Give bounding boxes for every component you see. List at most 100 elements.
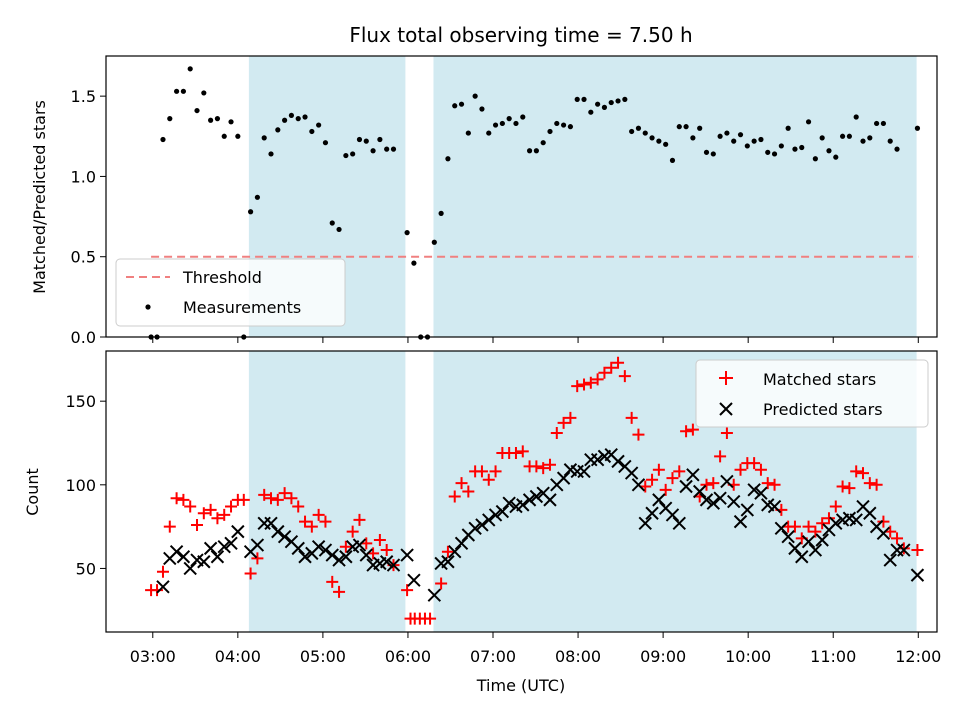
bottom-legend: Matched stars Predicted stars bbox=[695, 359, 929, 428]
matched-star-point bbox=[680, 425, 693, 438]
top-x-ticks bbox=[152, 337, 919, 343]
measurement-point bbox=[261, 135, 267, 141]
matched-star-point bbox=[509, 447, 522, 460]
matched-star-point bbox=[312, 508, 325, 521]
measurement-point bbox=[377, 136, 383, 143]
predicted-star-point bbox=[169, 545, 184, 559]
measurement-point bbox=[690, 135, 696, 141]
predicted-star-point bbox=[740, 503, 755, 517]
measurement-point bbox=[629, 128, 635, 135]
matched-star-point bbox=[809, 525, 822, 538]
predicted-star-point bbox=[210, 550, 225, 564]
matched-star-point bbox=[218, 508, 231, 521]
top-shaded-intervals bbox=[248, 56, 917, 337]
measurement-point bbox=[805, 119, 812, 125]
measurement-point bbox=[839, 133, 846, 139]
measurement-point bbox=[336, 226, 342, 233]
bottom-y-ticks: 50 100 150 bbox=[65, 392, 106, 578]
measurement-point bbox=[275, 127, 281, 133]
predicted-star-point bbox=[407, 573, 421, 587]
measurement-point bbox=[799, 144, 805, 151]
matched-star-point bbox=[163, 520, 176, 533]
predicted-star-point bbox=[318, 543, 333, 557]
measurement-point bbox=[268, 151, 274, 157]
measurement-point bbox=[302, 114, 308, 120]
matched-star-point bbox=[843, 482, 856, 495]
measurement-point bbox=[874, 120, 880, 127]
y-tick-label: 0.5 bbox=[71, 248, 96, 267]
matched-star-point bbox=[516, 445, 529, 458]
matched-star-point bbox=[754, 463, 767, 476]
matched-star-point bbox=[346, 525, 359, 538]
matched-star-point bbox=[557, 416, 570, 429]
measurement-point bbox=[615, 98, 621, 104]
predicted-star-point bbox=[516, 498, 530, 512]
predicted-star-point bbox=[291, 541, 305, 556]
measurement-point bbox=[452, 103, 458, 109]
predicted-star-point bbox=[679, 479, 693, 494]
measurement-point bbox=[887, 138, 893, 144]
predicted-star-point bbox=[183, 561, 197, 576]
measurement-point bbox=[167, 116, 173, 122]
matched-star-point bbox=[333, 585, 346, 598]
matched-star-point bbox=[836, 480, 849, 493]
measurement-point bbox=[404, 230, 410, 236]
measurement-point bbox=[683, 124, 689, 130]
measurement-point bbox=[894, 146, 900, 152]
predicted-star-point bbox=[747, 483, 761, 497]
top-legend: Threshold Measurements bbox=[115, 258, 346, 327]
measurement-point bbox=[187, 66, 193, 72]
y-tick-label: 1.0 bbox=[71, 167, 96, 186]
matched-star-point bbox=[258, 488, 271, 501]
matched-star-point bbox=[448, 490, 461, 503]
predicted-star-point bbox=[808, 543, 823, 557]
measurement-point bbox=[235, 133, 241, 139]
matched-star-point bbox=[211, 512, 224, 525]
predicted-star-point bbox=[277, 529, 292, 544]
matched-star-point bbox=[455, 477, 468, 490]
measurement-point bbox=[173, 88, 180, 94]
legend-threshold-label: Threshold bbox=[182, 268, 262, 287]
matched-star-point bbox=[605, 361, 618, 374]
measurement-point bbox=[853, 114, 859, 120]
measurement-point bbox=[561, 122, 567, 128]
measurement-point bbox=[513, 120, 519, 127]
matched-star-point bbox=[788, 520, 801, 533]
x-tick-label: 07:00 bbox=[470, 647, 516, 666]
legend-measurements-swatch bbox=[145, 304, 151, 310]
measurement-point bbox=[819, 135, 825, 141]
matched-star-point bbox=[720, 426, 733, 439]
chart-title: Flux total observing time = 7.50 h bbox=[349, 23, 692, 47]
measurement-point bbox=[717, 133, 723, 139]
measurement-point bbox=[751, 138, 757, 144]
predicted-star-point bbox=[876, 526, 891, 541]
predicted-star-point bbox=[203, 541, 218, 556]
predicted-star-point bbox=[781, 529, 795, 544]
measurement-point bbox=[411, 260, 417, 266]
measurement-point bbox=[282, 117, 288, 123]
matched-star-point bbox=[482, 473, 495, 486]
matched-star-point bbox=[700, 478, 713, 491]
matched-star-point bbox=[571, 380, 584, 393]
matched-star-point bbox=[863, 477, 876, 490]
predicted-star-point bbox=[386, 558, 401, 572]
y-tick-label: 1.5 bbox=[71, 87, 96, 106]
x-tick-label: 06:00 bbox=[385, 647, 431, 666]
bottom-predicted-stars bbox=[156, 447, 925, 602]
matched-star-point bbox=[225, 500, 238, 513]
matched-star-point bbox=[578, 378, 591, 391]
measurement-point bbox=[697, 125, 703, 131]
matched-star-point bbox=[734, 463, 747, 476]
predicted-star-point bbox=[897, 543, 911, 557]
measurement-point bbox=[370, 148, 376, 154]
measurement-point bbox=[880, 120, 887, 127]
measurement-point bbox=[247, 209, 254, 215]
predicted-star-point bbox=[556, 471, 571, 485]
x-tick-label: 12:00 bbox=[895, 647, 941, 666]
y-tick-label: 50 bbox=[76, 559, 96, 578]
measurement-point bbox=[343, 152, 349, 159]
x-tick-label: 10:00 bbox=[725, 647, 771, 666]
measurement-point bbox=[540, 140, 546, 146]
predicted-star-point bbox=[298, 550, 312, 564]
matched-star-point bbox=[543, 458, 556, 471]
